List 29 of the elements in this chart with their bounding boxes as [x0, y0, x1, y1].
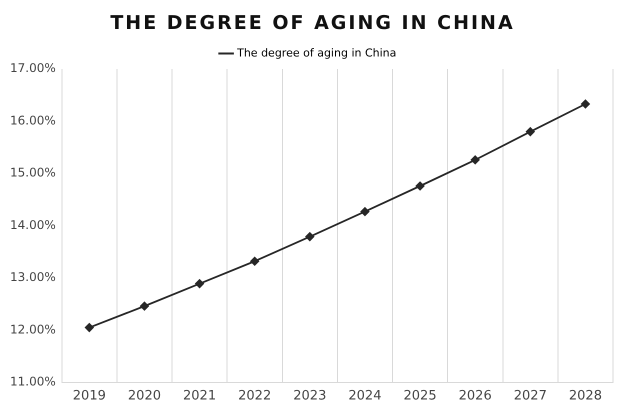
x-tick-label: 2023	[293, 388, 326, 404]
point	[305, 232, 314, 242]
x-tick-label: 2021	[183, 388, 216, 404]
x-tick-label: 2028	[568, 388, 602, 404]
point	[84, 323, 94, 332]
x-tick-label: 2019	[72, 388, 106, 404]
x-tick-label: 2020	[128, 388, 161, 404]
y-tick-label: 14.00%	[10, 218, 56, 232]
y-tick-label: 16.00%	[10, 113, 56, 128]
legend-label: The degree of aging in China	[236, 46, 396, 60]
point	[360, 207, 370, 216]
y-tick-label: 12.00%	[10, 322, 56, 336]
point	[416, 182, 424, 190]
x-tick-label: 2024	[348, 388, 382, 404]
y-tick-label: 15.00%	[10, 166, 56, 180]
y-tick-label: 13.00%	[10, 270, 56, 284]
x-tick-label: 2026	[458, 388, 492, 404]
point	[140, 302, 149, 311]
x-tick-label: 2025	[404, 388, 437, 404]
point	[581, 100, 590, 108]
point	[250, 256, 260, 266]
point	[195, 279, 204, 288]
point	[470, 155, 480, 164]
x-tick-label: 2022	[238, 388, 272, 404]
y-tick-label: 11.00%	[10, 374, 56, 389]
chart-title: THE DEGREE OF AGING IN CHINA	[109, 12, 516, 36]
y-tick-label: 17.00%	[10, 61, 56, 76]
x-tick-label: 2027	[514, 388, 547, 404]
point	[526, 127, 535, 136]
